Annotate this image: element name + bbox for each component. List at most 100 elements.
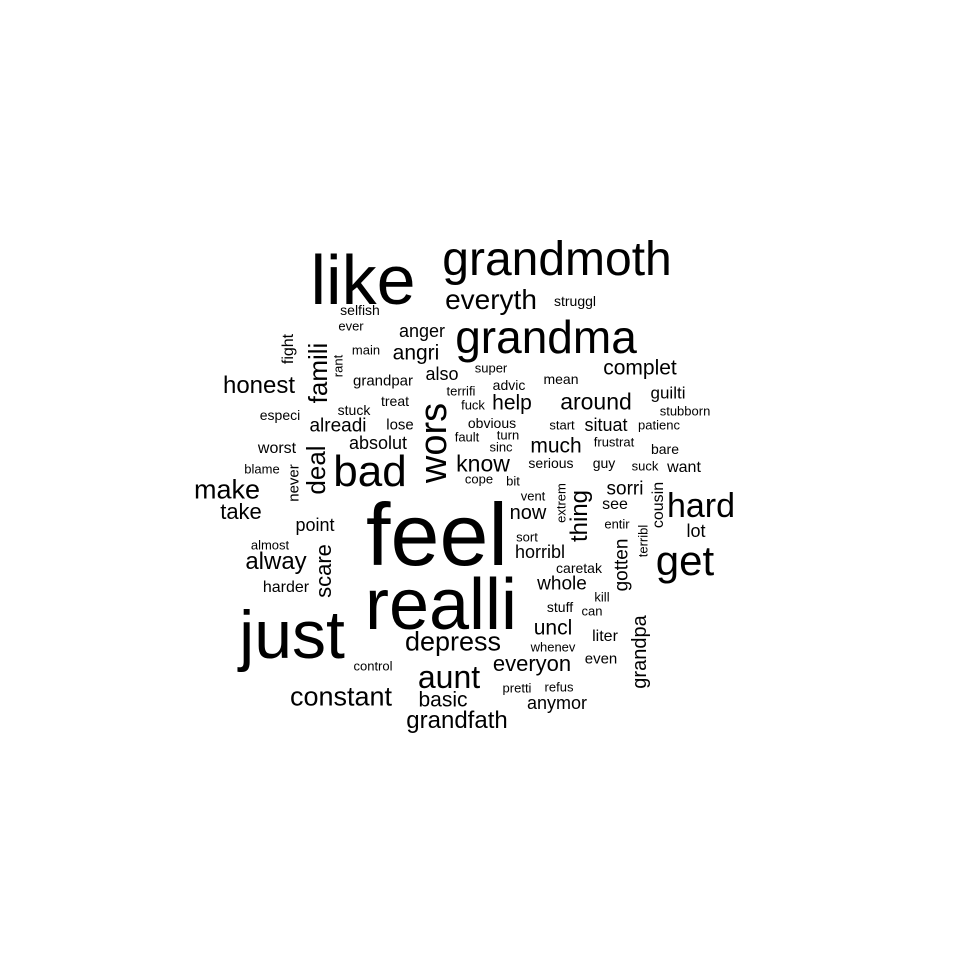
word-refus: refus	[544, 679, 574, 695]
word-scare: scare	[311, 544, 336, 598]
word-lose: lose	[386, 416, 414, 434]
word-want: want	[667, 459, 701, 476]
word-entir: entir	[604, 516, 630, 532]
word-never: never	[285, 464, 303, 502]
word-grandpar: grandpar	[352, 372, 414, 390]
word-selfish: selfish	[340, 302, 380, 318]
word-terrifi: terrifi	[446, 383, 476, 399]
word-complet: complet	[603, 356, 677, 380]
word-guy: guy	[592, 455, 616, 471]
word-worst: worst	[257, 440, 297, 457]
word-cope: cope	[464, 471, 494, 487]
word-almost: almost	[250, 537, 290, 553]
word-know: know	[456, 450, 510, 477]
word-honest: honest	[222, 372, 296, 399]
word-deal: deal	[301, 445, 331, 495]
word-around: around	[560, 388, 632, 415]
word-extrem: extrem	[553, 483, 569, 523]
word-situat: situat	[584, 415, 628, 435]
word-make: make	[193, 474, 261, 505]
word-patienc: patienc	[638, 417, 680, 433]
word-stuck: stuck	[337, 402, 371, 418]
word-everyon: everyon	[492, 651, 572, 676]
word-gotten: gotten	[611, 538, 633, 592]
word-even: even	[584, 650, 618, 668]
word-blame: blame	[244, 461, 280, 477]
word-thing: thing	[566, 489, 593, 543]
word-serious: serious	[528, 455, 574, 471]
word-sort: sort	[516, 529, 538, 545]
word-control: control	[353, 658, 393, 674]
word-hard: hard	[666, 487, 736, 525]
word-advic: advic	[492, 377, 526, 393]
word-alreadi: alreadi	[309, 415, 367, 437]
word-kill: kill	[594, 589, 610, 605]
word-struggl: struggl	[553, 293, 597, 309]
word-grandma: grandma	[455, 311, 637, 363]
word-lot: lot	[686, 521, 706, 541]
word-wors: wors	[413, 402, 455, 484]
word-stubborn: stubborn	[659, 403, 711, 419]
word-ever: ever	[338, 318, 364, 334]
word-start: start	[549, 417, 575, 433]
word-now: now	[509, 502, 547, 524]
word-realli: realli	[364, 565, 518, 645]
word-get: get	[655, 537, 715, 584]
word-whenev: whenev	[530, 639, 576, 655]
word-see: see	[602, 496, 628, 513]
word-can: can	[581, 603, 603, 619]
word-caretak: caretak	[556, 560, 602, 576]
word-rant: rant	[330, 354, 346, 378]
word-guilti: guilti	[650, 383, 686, 403]
word-bit: bit	[506, 473, 520, 489]
word-grandpa: grandpa	[629, 615, 651, 689]
word-main: main	[351, 342, 381, 358]
word-just: just	[239, 597, 345, 673]
word-alway: alway	[245, 548, 307, 575]
word-also: also	[425, 364, 459, 384]
word-turn: turn	[496, 427, 520, 443]
word-vent: vent	[520, 488, 546, 504]
word-point: point	[295, 515, 335, 535]
word-liter: liter	[592, 628, 618, 645]
word-sinc: sinc	[489, 439, 513, 455]
word-fight: fight	[280, 333, 297, 365]
word-fuck: fuck	[461, 397, 485, 413]
word-take: take	[220, 499, 262, 524]
word-mean: mean	[543, 371, 579, 387]
word-stuff: stuff	[546, 599, 574, 615]
word-bare: bare	[650, 441, 680, 457]
word-aunt: aunt	[417, 659, 481, 695]
word-anger: anger	[398, 321, 446, 341]
word-feel: feel	[366, 485, 508, 584]
word-horribl: horribl	[514, 542, 566, 562]
word-anymor: anymor	[526, 693, 588, 713]
word-whole: whole	[537, 573, 587, 595]
word-depress: depress	[404, 626, 502, 657]
word-uncl: uncl	[533, 616, 573, 640]
word-treat: treat	[380, 393, 410, 409]
word-basic: basic	[418, 688, 468, 712]
word-angri: angri	[392, 341, 440, 365]
word-terribl: terribl	[635, 524, 651, 558]
word-constant: constant	[289, 681, 393, 712]
word-famili: famili	[303, 342, 333, 404]
word-grandmoth: grandmoth	[442, 233, 672, 286]
word-grandfath: grandfath	[406, 707, 508, 734]
word-cousin: cousin	[650, 481, 667, 529]
word-suck: suck	[631, 458, 659, 474]
word-much: much	[530, 434, 582, 458]
word-absolut: absolut	[348, 433, 408, 453]
word-frustrat: frustrat	[593, 434, 635, 450]
word-sorri: sorri	[606, 478, 644, 500]
word-pretti: pretti	[502, 680, 532, 696]
word-bad: bad	[333, 447, 407, 496]
word-especi: especi	[259, 407, 301, 423]
word-harder: harder	[262, 579, 310, 596]
word-everyth: everyth	[445, 284, 537, 315]
word-fault: fault	[454, 429, 480, 445]
word-like: like	[310, 241, 416, 319]
word-obvious: obvious	[467, 415, 517, 431]
word-super: super	[474, 360, 508, 376]
